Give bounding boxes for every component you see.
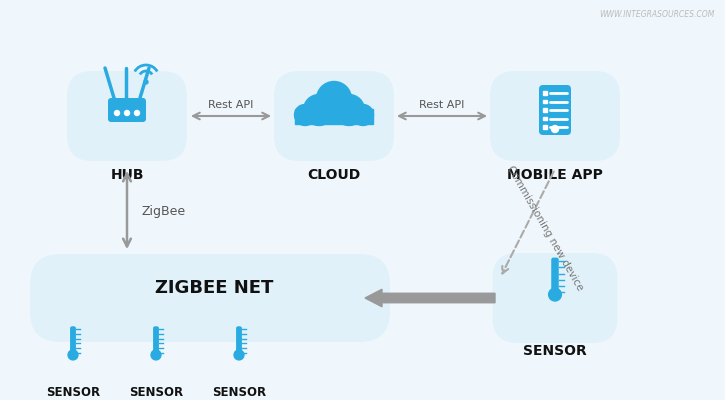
Circle shape — [317, 82, 352, 116]
Circle shape — [151, 350, 161, 360]
Text: SENSOR: SENSOR — [212, 386, 266, 399]
FancyBboxPatch shape — [236, 326, 242, 356]
FancyBboxPatch shape — [492, 253, 618, 343]
Circle shape — [552, 126, 558, 132]
Circle shape — [294, 104, 315, 126]
Text: ZigBee: ZigBee — [142, 206, 186, 218]
Text: SENSOR: SENSOR — [129, 386, 183, 399]
FancyArrow shape — [365, 289, 495, 307]
FancyBboxPatch shape — [30, 254, 390, 342]
FancyBboxPatch shape — [67, 71, 187, 161]
FancyBboxPatch shape — [539, 85, 571, 135]
Circle shape — [135, 110, 139, 116]
Circle shape — [144, 80, 148, 84]
FancyBboxPatch shape — [551, 258, 559, 296]
Text: SENSOR: SENSOR — [46, 386, 100, 399]
Circle shape — [125, 110, 130, 116]
Circle shape — [68, 350, 78, 360]
Bar — [543, 91, 547, 95]
FancyBboxPatch shape — [153, 326, 159, 356]
FancyBboxPatch shape — [274, 71, 394, 161]
Bar — [543, 108, 547, 112]
Text: Commissioning new device: Commissioning new device — [505, 164, 585, 292]
Bar — [543, 117, 547, 120]
FancyBboxPatch shape — [70, 326, 76, 356]
Circle shape — [115, 110, 120, 116]
Circle shape — [334, 94, 365, 126]
Text: Rest API: Rest API — [208, 100, 254, 110]
Bar — [543, 125, 547, 129]
Text: HUB: HUB — [110, 168, 144, 182]
Text: ZIGBEE NET: ZIGBEE NET — [155, 279, 273, 297]
Text: MOBILE APP: MOBILE APP — [507, 168, 603, 182]
Bar — [295, 108, 373, 124]
FancyBboxPatch shape — [108, 98, 146, 122]
Text: SENSOR: SENSOR — [523, 344, 587, 358]
Circle shape — [304, 94, 334, 126]
Circle shape — [352, 104, 373, 126]
FancyBboxPatch shape — [490, 71, 620, 161]
Text: WWW.INTEGRASOURCES.COM: WWW.INTEGRASOURCES.COM — [600, 10, 715, 19]
Bar — [543, 100, 547, 103]
Circle shape — [234, 350, 244, 360]
Text: Rest API: Rest API — [419, 100, 465, 110]
Text: CLOUD: CLOUD — [307, 168, 360, 182]
Circle shape — [549, 288, 561, 301]
